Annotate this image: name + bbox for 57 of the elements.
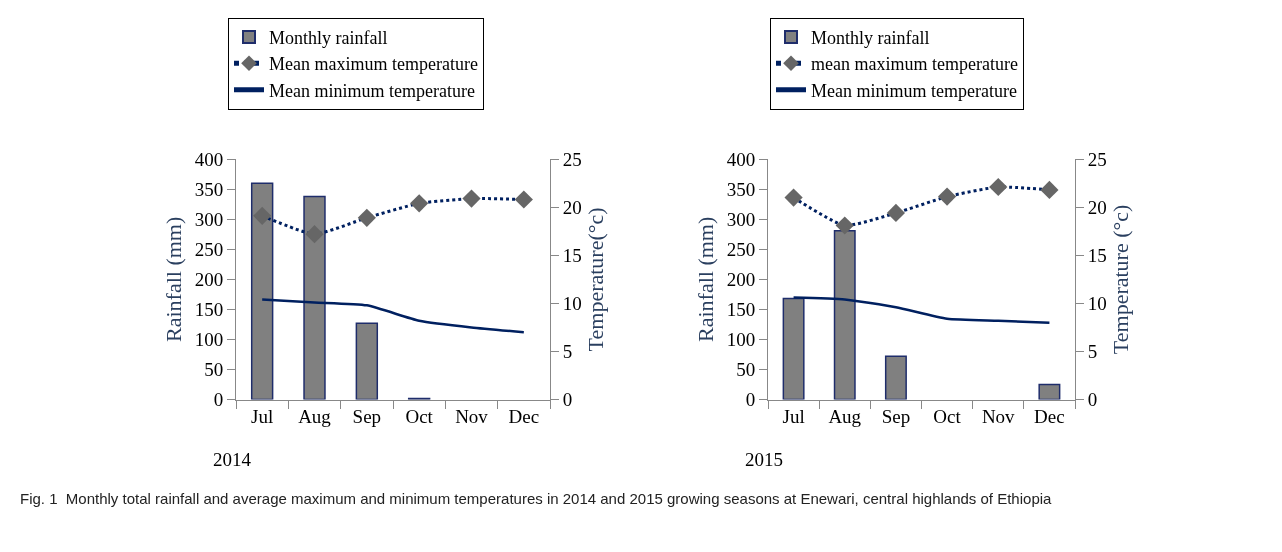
y2-tick-label: 10: [1087, 293, 1107, 315]
x-tick-label: Nov: [981, 406, 1016, 428]
y-tick-label: 100: [194, 329, 224, 351]
y-tick-label: 250: [194, 238, 224, 260]
text: 2015: [745, 449, 783, 470]
y-tick-label: 200: [726, 268, 756, 290]
legend-label: Mean minimum temperature: [811, 80, 1017, 101]
y-tick-label: 150: [726, 299, 756, 321]
y2-axis-title: Temperature(°c): [582, 207, 608, 352]
y-tick-label: 200: [194, 268, 224, 290]
y2-tick-label: 25: [1087, 148, 1107, 170]
x-tick-label: Sep: [881, 406, 911, 428]
x-tick-label: Jul: [251, 406, 274, 428]
x-tick-label: Jul: [782, 406, 805, 428]
y2-tick-label: 5: [1087, 341, 1098, 363]
y-tick-label: 300: [194, 208, 224, 230]
legend-label: Mean minimum temperature: [269, 80, 475, 101]
y-tick-label: 0: [213, 389, 224, 411]
caption: Fig. 1 Monthly total rainfall and average maximum and minimum temperatures in 2014 and 2015 growing seasons at Enewari, central highlands of Ethiopia: [20, 490, 1053, 507]
x-tick-label: Aug: [298, 406, 332, 428]
text: 2014: [213, 449, 252, 470]
y-tick-label: 250: [726, 238, 756, 260]
legend-label: Monthly rainfall: [811, 27, 930, 48]
legend-label: mean maximum temperature: [811, 54, 1018, 75]
y-tick-label: 150: [194, 299, 224, 321]
legend-label: Mean maximum temperature: [269, 54, 478, 75]
x-tick-label: Dec: [1034, 406, 1065, 428]
x-tick-label: Dec: [508, 406, 540, 428]
y-axis-title: Rainfall (mm): [693, 216, 719, 342]
y-axis-title: Rainfall (mm): [161, 216, 187, 342]
y-tick-label: 100: [726, 329, 756, 351]
y-tick-label: 0: [745, 389, 756, 411]
y2-tick-label: 0: [1087, 389, 1098, 411]
x-tick-label: Nov: [455, 406, 489, 428]
x-tick-label: Oct: [405, 406, 434, 428]
y-tick-label: 400: [726, 148, 756, 170]
y2-tick-label: 20: [562, 196, 582, 218]
y2-tick-label: 0: [562, 389, 573, 411]
y2-tick-label: 15: [562, 244, 582, 266]
y2-tick-label: 5: [562, 341, 573, 363]
legend-label: Monthly rainfall: [269, 27, 388, 48]
y-tick-label: 50: [736, 359, 756, 381]
x-tick-label: Aug: [828, 406, 862, 428]
y-tick-label: 350: [726, 178, 756, 200]
y-tick-label: 50: [204, 359, 224, 381]
y-tick-label: 300: [726, 208, 756, 230]
y-tick-label: 400: [194, 148, 224, 170]
x-tick-label: Oct: [933, 406, 962, 428]
y-tick-label: 350: [194, 178, 224, 200]
line-series: [260, 298, 526, 334]
y2-tick-label: 20: [1087, 196, 1107, 218]
y2-tick-label: 15: [1087, 244, 1107, 266]
y2-axis-title: Temperature (°c): [1107, 204, 1133, 355]
y2-tick-label: 25: [562, 148, 582, 170]
y2-tick-label: 10: [562, 293, 582, 315]
line-series: [792, 296, 1051, 324]
x-tick-label: Sep: [352, 406, 382, 428]
